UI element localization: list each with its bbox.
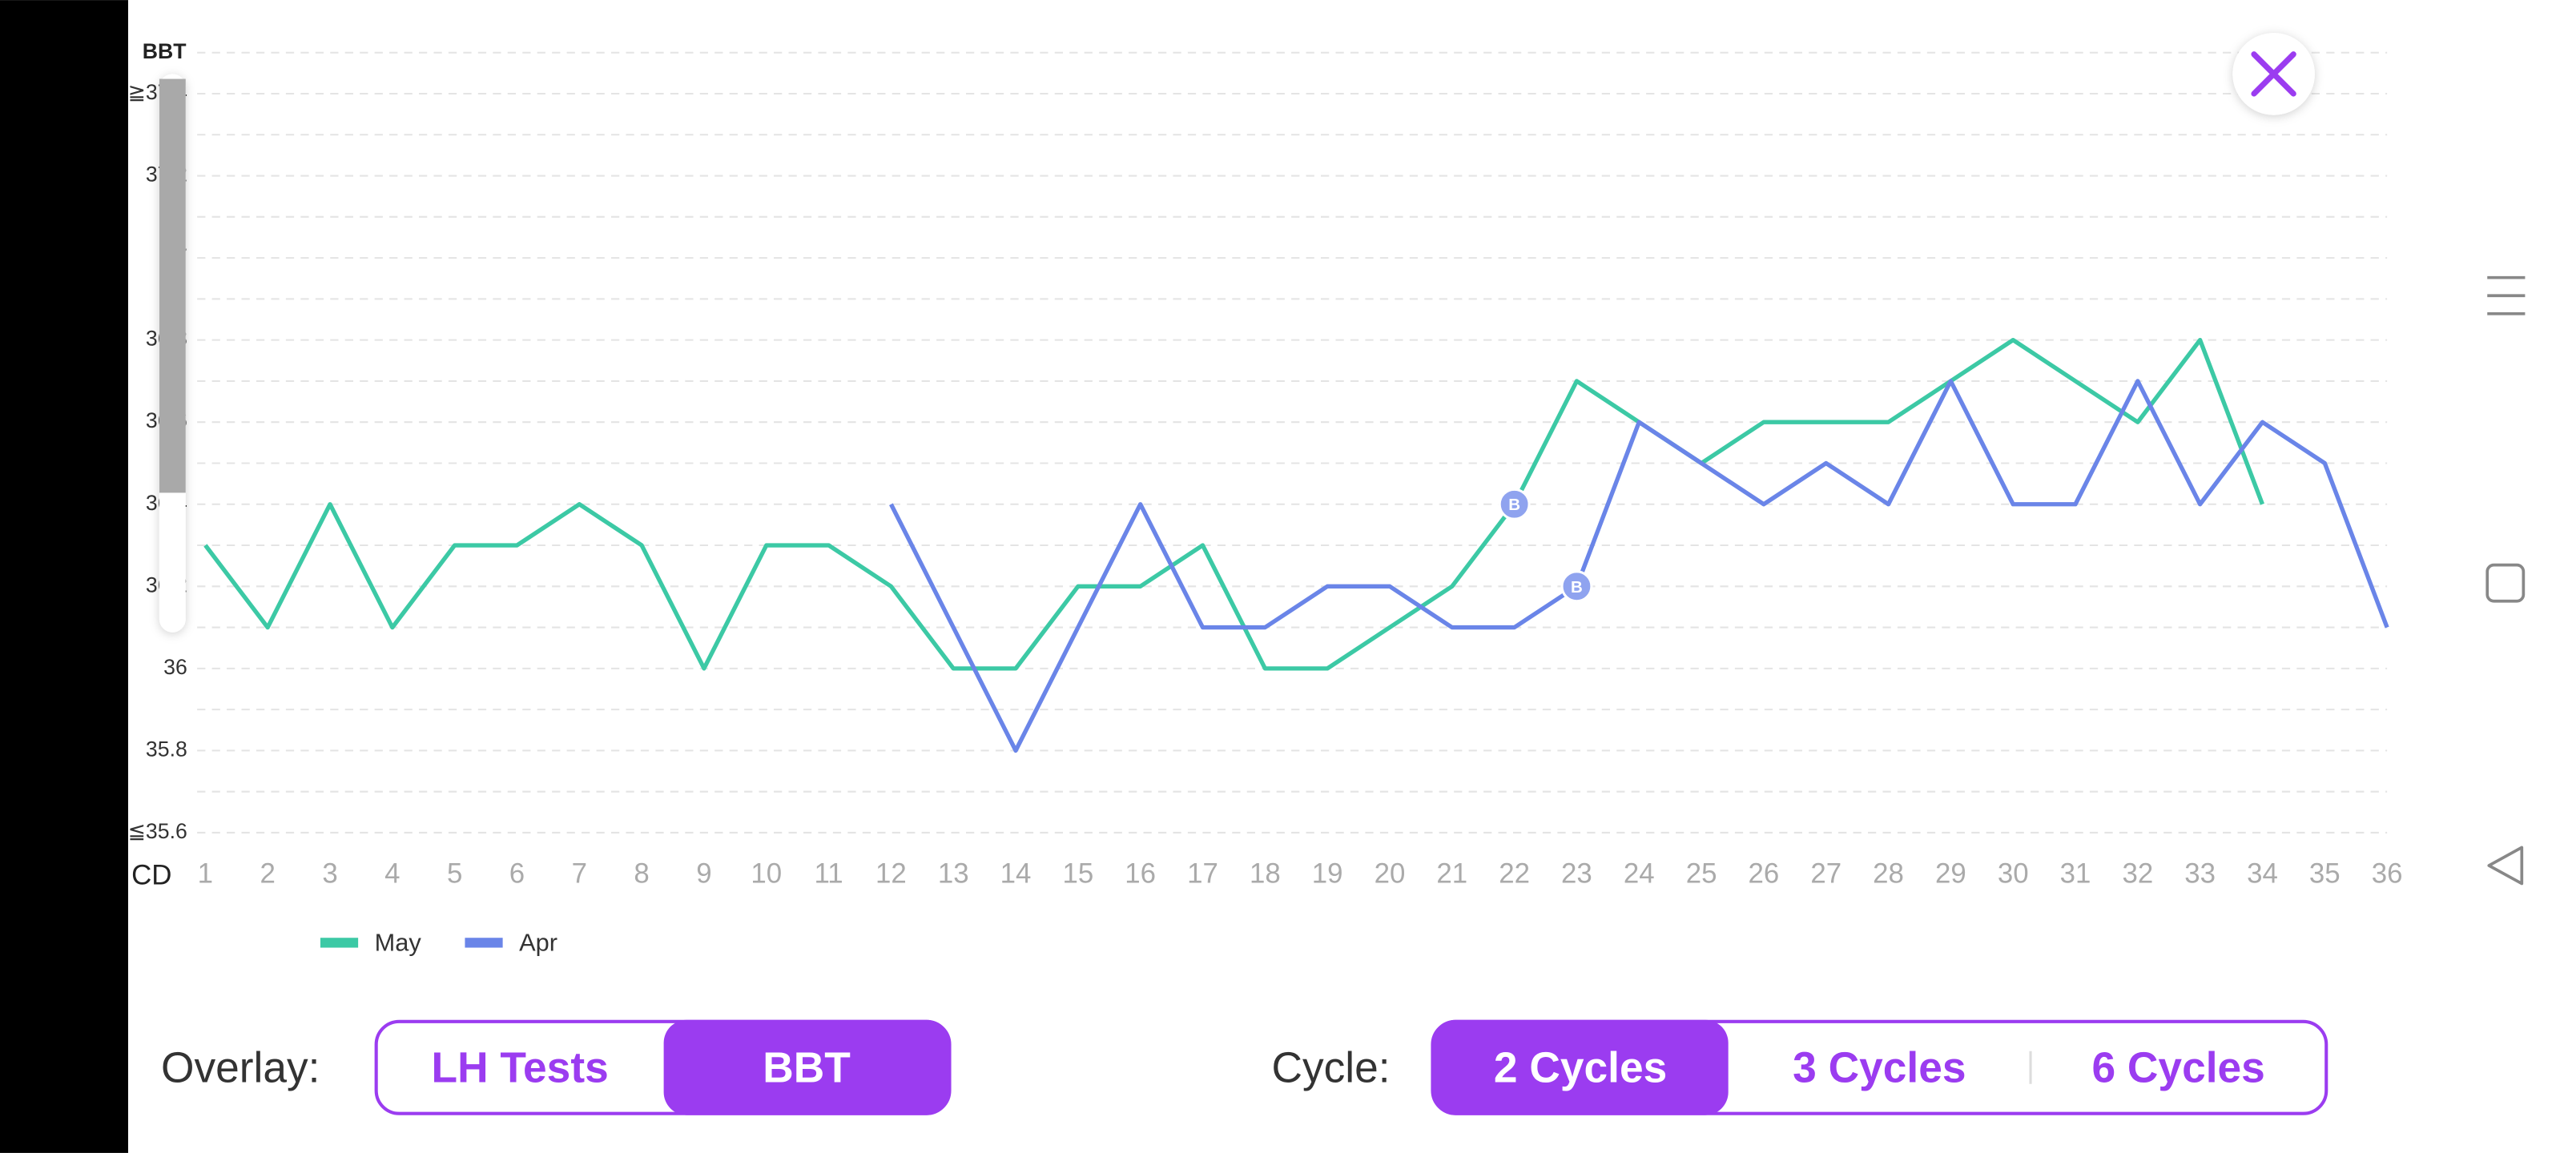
scrollbar[interactable] (159, 74, 186, 633)
x-tick-label: 7 (572, 858, 587, 889)
cycle-selected[interactable] (1432, 1019, 1729, 1115)
x-tick-label: 28 (1873, 858, 1904, 889)
x-tick-label: 31 (2060, 858, 2091, 889)
x-tick-label: 11 (814, 858, 843, 889)
x-tick-label: 36 (2372, 858, 2403, 889)
x-tick-label: 30 (1998, 858, 2029, 889)
cycle-label: Cycle: (1271, 1044, 1390, 1091)
x-tick-label: 22 (1499, 858, 1530, 889)
x-tick-label: 12 (875, 858, 907, 889)
x-tick-label: 20 (1375, 858, 1406, 889)
overlay-option[interactable]: BBT (763, 1044, 851, 1091)
x-axis-title: CD (131, 860, 171, 891)
x-tick-label: 21 (1436, 858, 1467, 889)
x-tick-label: 19 (1312, 858, 1343, 889)
legend-swatch (465, 938, 503, 948)
cycle-option[interactable]: 3 Cycles (1793, 1044, 1966, 1091)
legend-label: Apr (519, 929, 557, 957)
chart: ≦35.635.83636.236.436.636.83737.2≧37.412… (128, 51, 2403, 889)
nav-back[interactable] (2487, 846, 2524, 886)
overlay-selected[interactable] (663, 1019, 950, 1115)
bbt-marker-label: B (1508, 496, 1520, 514)
x-tick-label: 33 (2184, 858, 2216, 889)
legend-label: May (375, 929, 422, 957)
cycle-option[interactable]: 2 Cycles (1494, 1044, 1667, 1091)
left-bezel (0, 0, 128, 1153)
close-button[interactable] (2232, 33, 2315, 115)
y-axis-title: BBT (143, 39, 187, 63)
cycle-option[interactable]: 6 Cycles (2091, 1044, 2264, 1091)
x-tick-label: 4 (384, 858, 400, 889)
bbt-marker-label: B (1571, 578, 1583, 597)
x-tick-label: 14 (1000, 858, 1032, 889)
x-tick-label: 16 (1125, 858, 1156, 889)
x-tick-label: 25 (1686, 858, 1717, 889)
y-tick-label: 36 (163, 655, 187, 679)
x-tick-label: 3 (322, 858, 337, 889)
overlay-label: Overlay: (161, 1044, 320, 1091)
bbt-marker (1560, 570, 1593, 603)
nav-menu[interactable] (2487, 275, 2526, 315)
x-tick-label: 35 (2309, 858, 2341, 889)
overlay-toggle: LH Tests BBT (374, 1019, 952, 1115)
cycle-toggle: 2 Cycles 3 Cycles 6 Cycles (1431, 1019, 2328, 1115)
x-tick-label: 13 (938, 858, 969, 889)
x-tick-label: 2 (260, 858, 276, 889)
x-tick-label: 23 (1561, 858, 1592, 889)
x-tick-label: 9 (696, 858, 711, 889)
x-tick-label: 17 (1187, 858, 1218, 889)
x-tick-label: 24 (1624, 858, 1655, 889)
series-line (889, 379, 2389, 753)
x-tick-label: 5 (447, 858, 462, 889)
x-tick-label: 8 (634, 858, 649, 889)
nav-bar (2485, 275, 2526, 886)
y-tick-label: ≦35.6 (128, 819, 187, 843)
x-tick-label: 18 (1250, 858, 1281, 889)
x-tick-label: 32 (2122, 858, 2153, 889)
y-tick-label: 35.8 (146, 737, 187, 761)
x-tick-label: 1 (198, 858, 213, 889)
series-line (203, 337, 2264, 671)
bbt-marker (1498, 488, 1531, 520)
x-tick-label: 10 (751, 858, 782, 889)
x-tick-label: 6 (509, 858, 525, 889)
x-tick-label: 29 (1935, 858, 1966, 889)
overlay-option[interactable]: LH Tests (432, 1044, 609, 1091)
legend: May Apr (320, 929, 557, 957)
nav-home[interactable] (2485, 563, 2526, 603)
x-tick-label: 15 (1062, 858, 1093, 889)
close-icon[interactable] (2251, 51, 2296, 97)
x-tick-label: 27 (1810, 858, 1841, 889)
x-tick-label: 34 (2247, 858, 2278, 889)
scroll-thumb[interactable] (159, 78, 186, 493)
legend-swatch (320, 938, 359, 948)
x-tick-label: 26 (1749, 858, 1780, 889)
